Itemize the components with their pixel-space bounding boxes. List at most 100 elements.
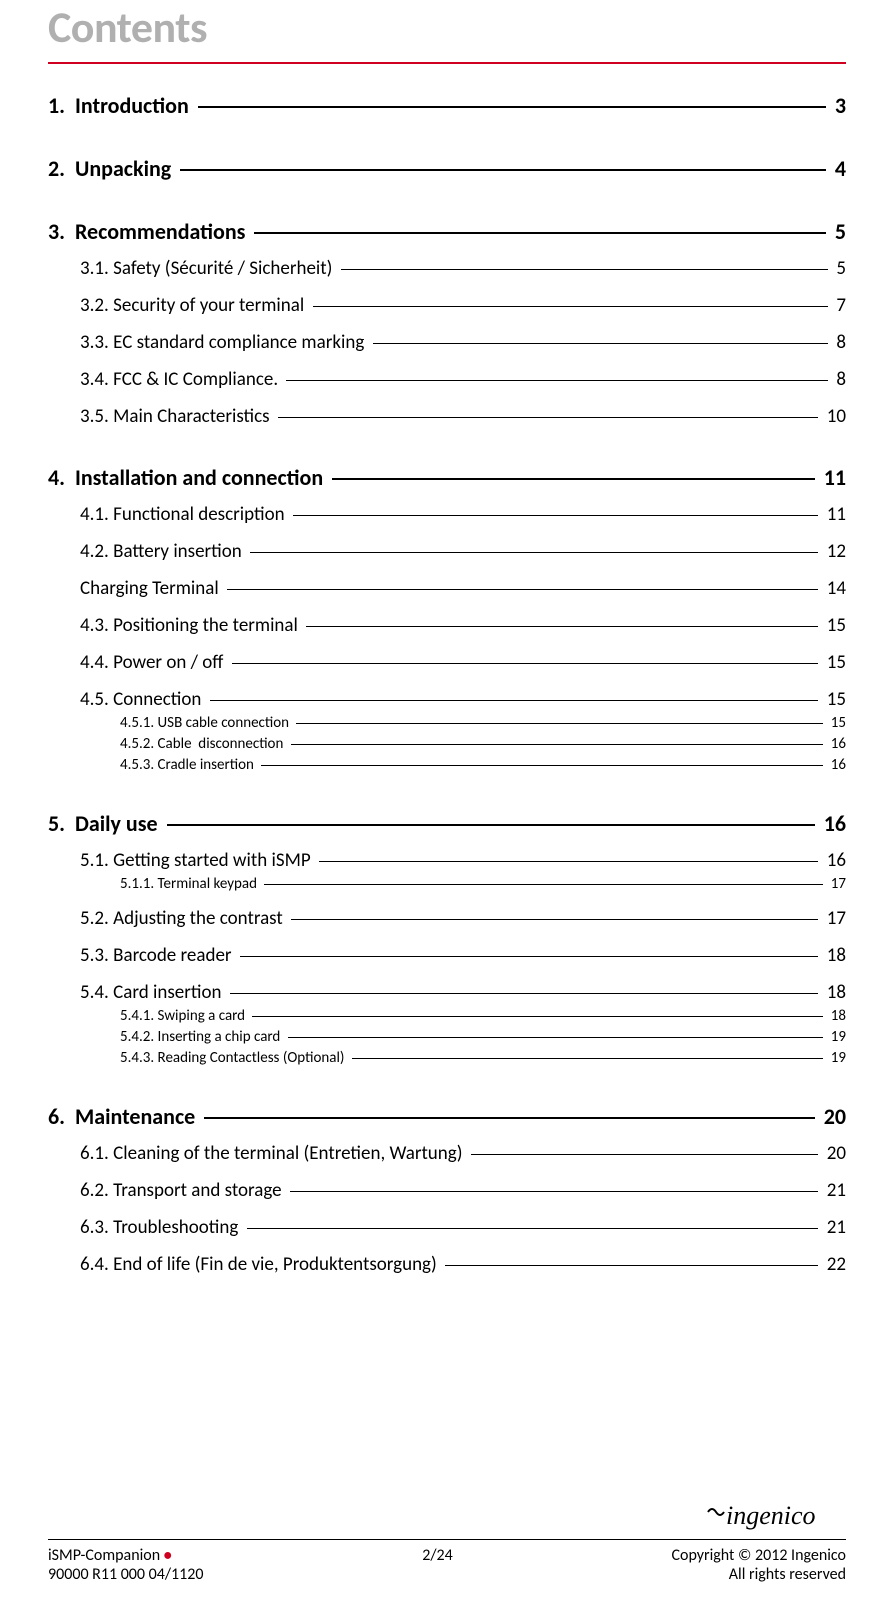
toc-leader [254, 232, 825, 234]
toc-page: 8 [832, 368, 846, 391]
toc-label: 5. Daily use [48, 810, 163, 837]
toc-leader [332, 478, 815, 480]
toc-page: 5 [832, 257, 846, 280]
toc-page: 18 [822, 981, 846, 1004]
toc-page: 8 [832, 331, 846, 354]
toc-entry[interactable]: 5.3. Barcode reader 18 [48, 944, 846, 967]
toc-leader [278, 417, 819, 418]
ingenico-logo: ingenico [706, 1498, 846, 1532]
toc-entry[interactable]: 5.1. Getting started with iSMP 16 [48, 849, 846, 872]
toc-entry[interactable]: 5.4.3. Reading Contactless (Optional) 19 [48, 1049, 846, 1067]
toc-leader [230, 993, 819, 994]
toc-leader [210, 700, 819, 701]
toc-entry[interactable]: 3.1. Safety (Sécurité / Sicherheit) 5 [48, 257, 846, 280]
toc-leader [288, 1037, 824, 1038]
toc-page: 18 [827, 1007, 846, 1025]
toc-label: 6.2. Transport and storage [80, 1179, 286, 1202]
page-title: Contents [48, 0, 846, 54]
toc-entry[interactable]: 4.2. Battery insertion 12 [48, 540, 846, 563]
toc-label: 1. Introduction [48, 92, 194, 119]
document-page: Contents 1. Introduction 3 2. Unpacking 4… [0, 0, 894, 1602]
toc-leader [319, 861, 818, 862]
toc-entry[interactable]: 4. Installation and connection 11 [48, 464, 846, 491]
toc-page: 12 [822, 540, 846, 563]
toc-leader [264, 884, 823, 885]
toc-label: 5.2. Adjusting the contrast [80, 907, 287, 930]
toc-label: 3.5. Main Characteristics [80, 405, 274, 428]
toc-entry[interactable]: 5.4.2. Inserting a chip card 19 [48, 1028, 846, 1046]
toc-entry[interactable]: 6.3. Troubleshooting 21 [48, 1216, 846, 1239]
footer-rule [48, 1539, 846, 1540]
toc-entry[interactable]: Charging Terminal 14 [48, 577, 846, 600]
toc-leader [290, 1191, 819, 1192]
toc-entry[interactable]: 5.1.1. Terminal keypad 17 [48, 875, 846, 893]
toc-page: 20 [822, 1142, 846, 1165]
toc-page: 19 [827, 1028, 846, 1046]
toc-page: 15 [822, 614, 846, 637]
toc-entry[interactable]: 4.5. Connection 15 [48, 688, 846, 711]
toc-entry[interactable]: 3.4. FCC & IC Compliance. 8 [48, 368, 846, 391]
toc-entry[interactable]: 3.5. Main Characteristics 10 [48, 405, 846, 428]
toc-label: 5.1.1. Terminal keypad [120, 875, 260, 893]
toc-label: 4.1. Functional description [80, 503, 289, 526]
toc-entry[interactable]: 1. Introduction 3 [48, 92, 846, 119]
red-dot-icon: • [164, 1546, 172, 1565]
toc-entry[interactable]: 6.2. Transport and storage 21 [48, 1179, 846, 1202]
toc-entry[interactable]: 6.4. End of life (Fin de vie, Produktent… [48, 1253, 846, 1276]
toc-label: 4.5.3. Cradle insertion [120, 756, 257, 774]
toc-label: 2. Unpacking [48, 155, 176, 182]
toc-entry[interactable]: 6. Maintenance 20 [48, 1103, 846, 1130]
toc-page: 19 [827, 1049, 846, 1067]
toc-entry[interactable]: 3.2. Security of your terminal 7 [48, 294, 846, 317]
toc-leader [352, 1058, 824, 1059]
toc-entry[interactable]: 4.3. Positioning the terminal 15 [48, 614, 846, 637]
toc-leader [373, 343, 829, 344]
toc-page: 20 [819, 1103, 846, 1130]
toc-leader [445, 1265, 818, 1266]
toc-page: 10 [822, 405, 846, 428]
toc-label: 3.1. Safety (Sécurité / Sicherheit) [80, 257, 337, 280]
toc-entry[interactable]: 5.4.1. Swiping a card 18 [48, 1007, 846, 1025]
toc-entry[interactable]: 5.2. Adjusting the contrast 17 [48, 907, 846, 930]
footer-docnum: 90000 R11 000 04/1120 [48, 1565, 203, 1584]
toc-page: 4 [830, 155, 846, 182]
toc-leader [227, 589, 818, 590]
toc-page: 17 [822, 907, 846, 930]
toc-entry[interactable]: 3. Recommendations 5 [48, 218, 846, 245]
toc-page: 16 [827, 735, 846, 753]
toc-entry[interactable]: 4.4. Power on / off 15 [48, 651, 846, 674]
toc-page: 7 [832, 294, 846, 317]
toc-entry[interactable]: 4.1. Functional description 11 [48, 503, 846, 526]
toc-page: 21 [822, 1179, 846, 1202]
toc-leader [286, 380, 828, 381]
toc-entry[interactable]: 2. Unpacking 4 [48, 155, 846, 182]
toc-leader [471, 1154, 819, 1155]
footer-center: 2/24 [203, 1546, 671, 1565]
toc-label: 6. Maintenance [48, 1103, 200, 1130]
toc-page: 14 [822, 577, 846, 600]
toc-entry[interactable]: 4.5.2. Cable disconnection 16 [48, 735, 846, 753]
toc-label: 5.4.1. Swiping a card [120, 1007, 248, 1025]
toc-entry[interactable]: 5.4. Card insertion 18 [48, 981, 846, 1004]
toc-page: 22 [822, 1253, 846, 1276]
toc-page: 11 [819, 464, 846, 491]
toc-label: 6.4. End of life (Fin de vie, Produktent… [80, 1253, 441, 1276]
toc-label: 5.4. Card insertion [80, 981, 226, 1004]
toc-leader [313, 306, 829, 307]
toc-entry[interactable]: 5. Daily use 16 [48, 810, 846, 837]
toc-entry[interactable]: 4.5.3. Cradle insertion 16 [48, 756, 846, 774]
toc-leader [232, 663, 819, 664]
toc-entry[interactable]: 4.5.1. USB cable connection 15 [48, 714, 846, 732]
toc-page: 16 [827, 756, 846, 774]
footer-right: Copyright © 2012 Ingenico All rights res… [671, 1546, 846, 1584]
toc-entry[interactable]: 3.3. EC standard compliance marking 8 [48, 331, 846, 354]
footer-row: iSMP-Companion • 90000 R11 000 04/1120 2… [48, 1546, 846, 1584]
toc-page: 15 [827, 714, 846, 732]
toc-page: 21 [822, 1216, 846, 1239]
toc-label: 6.1. Cleaning of the terminal (Entretien… [80, 1142, 467, 1165]
toc-page: 18 [822, 944, 846, 967]
toc-leader [291, 919, 818, 920]
toc-leader [296, 723, 823, 724]
toc-label: 5.4.3. Reading Contactless (Optional) [120, 1049, 348, 1067]
toc-entry[interactable]: 6.1. Cleaning of the terminal (Entretien… [48, 1142, 846, 1165]
